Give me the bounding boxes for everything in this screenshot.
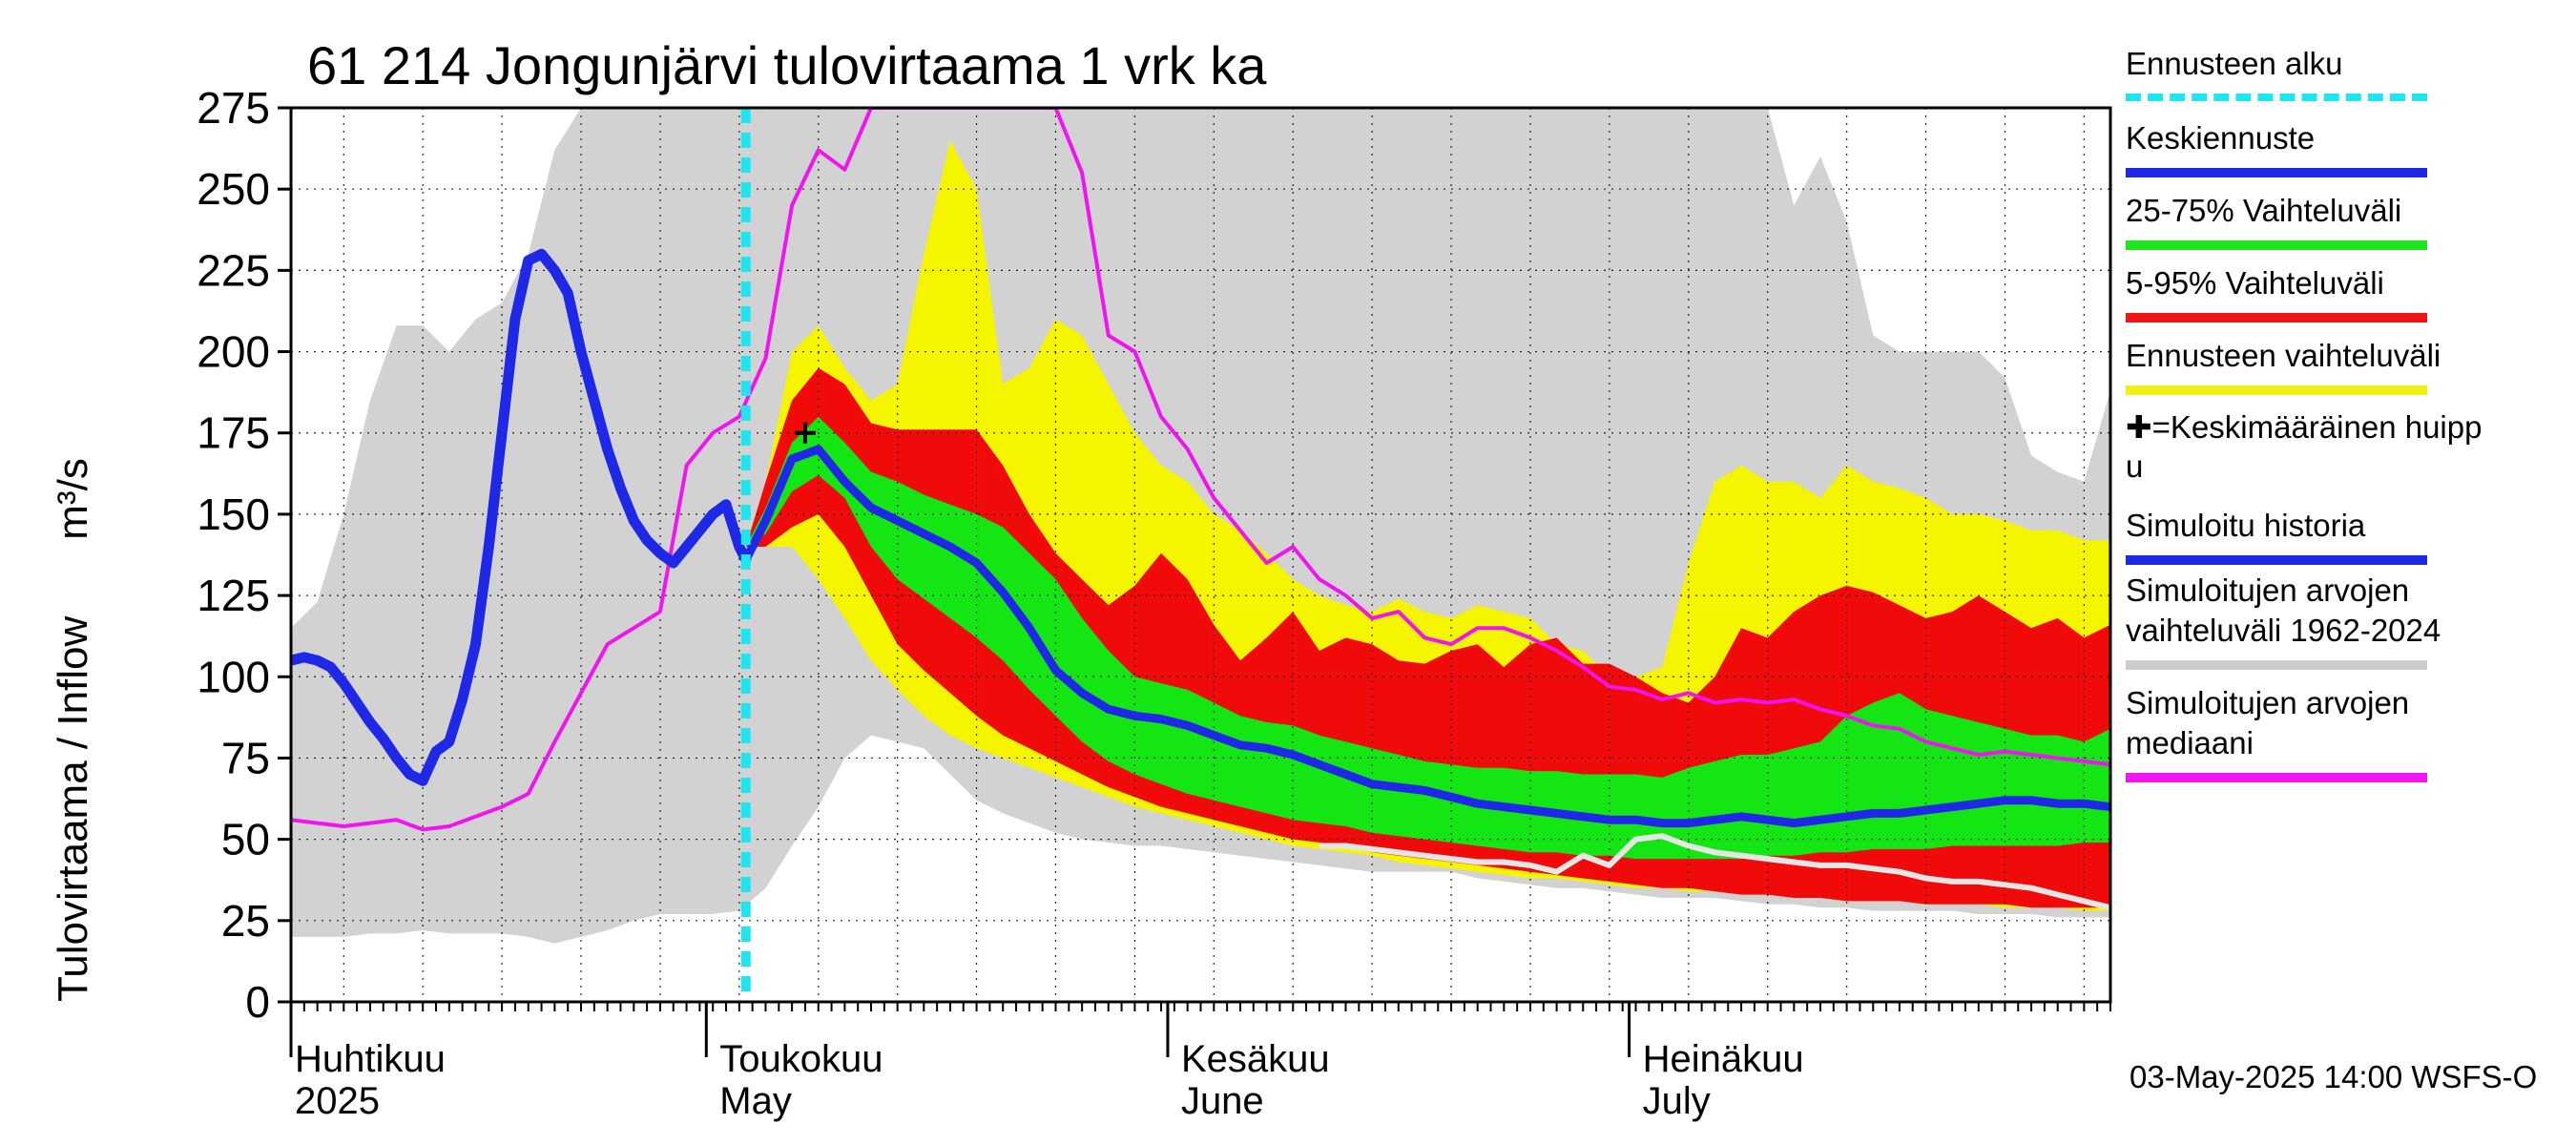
footer-timestamp: 03-May-2025 14:00 WSFS-O	[2129, 1059, 2538, 1094]
month-label: Kesäkuu June	[1181, 1038, 1330, 1122]
legend-label-line2: vaihteluväli 1962-2024	[2126, 613, 2441, 648]
legend-label: 25-75% Vaihteluväli	[2126, 193, 2402, 228]
mean-forecast-line	[741, 445, 2110, 828]
y-axis-label: Tulovirtaama / Inflow m³/s	[50, 458, 97, 1002]
legend-label: 5-95% Vaihteluväli	[2126, 265, 2384, 301]
chart-title: 61 214 Jongunjärvi tulovirtaama 1 vrk ka	[307, 35, 1267, 95]
legend-label: Simuloitujen arvojen	[2126, 685, 2410, 720]
legend-label: Simuloitu historia	[2126, 508, 2366, 543]
y-tick-label: 50	[221, 815, 270, 864]
legend-label: Simuloitujen arvojen	[2126, 572, 2410, 608]
y-tick-label: 150	[197, 489, 270, 539]
y-tick-label: 100	[197, 652, 270, 701]
grid-layer	[291, 108, 2110, 1002]
y-axis-unit: m³/s	[50, 458, 96, 540]
y-tick-label: 175	[197, 408, 270, 458]
month-label-fi: Kesäkuu	[1180, 1038, 1330, 1080]
white-history-line	[1319, 833, 2110, 911]
y-tick-label: 125	[197, 571, 270, 620]
simulated-history-line	[291, 248, 752, 786]
month-label-en: July	[1642, 1080, 1711, 1122]
month-label-en: 2025	[295, 1080, 380, 1122]
y-tick-label: 0	[245, 977, 270, 1027]
y-tick-label: 275	[197, 83, 270, 133]
month-label: Huhtikuu 2025	[295, 1038, 446, 1122]
peak-marker	[794, 422, 816, 444]
legend-swatch	[2126, 94, 2427, 101]
legend-swatch	[2126, 313, 2427, 323]
ticks-layer: 0 25 50 75 100 125 150 175 200 225 250 275	[197, 83, 2111, 1057]
range-25-75-band	[745, 416, 2110, 860]
legend-swatch	[2126, 385, 2427, 395]
legend-swatch	[2126, 168, 2427, 177]
month-label-en: June	[1180, 1080, 1264, 1122]
legend-swatch	[2126, 240, 2427, 250]
lines-layer	[291, 108, 2110, 1002]
month-label: Heinäkuu July	[1643, 1038, 1804, 1122]
legend-label-line2: mediaani	[2126, 725, 2254, 760]
month-label-fi: Toukokuu	[719, 1038, 883, 1080]
month-label-fi: Huhtikuu	[295, 1038, 446, 1080]
y-tick-label: 200	[197, 327, 270, 377]
y-tick-label: 75	[221, 733, 270, 782]
legend-swatch	[2126, 555, 2427, 565]
y-tick-label: 250	[197, 164, 270, 214]
legend-swatch	[2126, 773, 2427, 782]
median-line	[291, 108, 2110, 832]
y-tick-label: 225	[197, 245, 270, 295]
y-axis-label-text: Tulovirtaama / Inflow	[50, 615, 96, 1002]
month-label-en: May	[719, 1080, 792, 1122]
legend-label: Keskiennuste	[2126, 120, 2316, 156]
month-label: Toukokuu May	[719, 1038, 883, 1122]
y-tick-label: 25	[221, 896, 270, 946]
legend-swatch	[2126, 660, 2427, 670]
month-label-fi: Heinäkuu	[1642, 1038, 1804, 1080]
legend-label: ✚=Keskimääräinen huipp	[2126, 409, 2483, 445]
legend-label-line2: u	[2126, 448, 2144, 484]
legend-label: Ennusteen alku	[2126, 46, 2343, 81]
legend-label: Ennusteen vaihteluväli	[2126, 338, 2441, 373]
